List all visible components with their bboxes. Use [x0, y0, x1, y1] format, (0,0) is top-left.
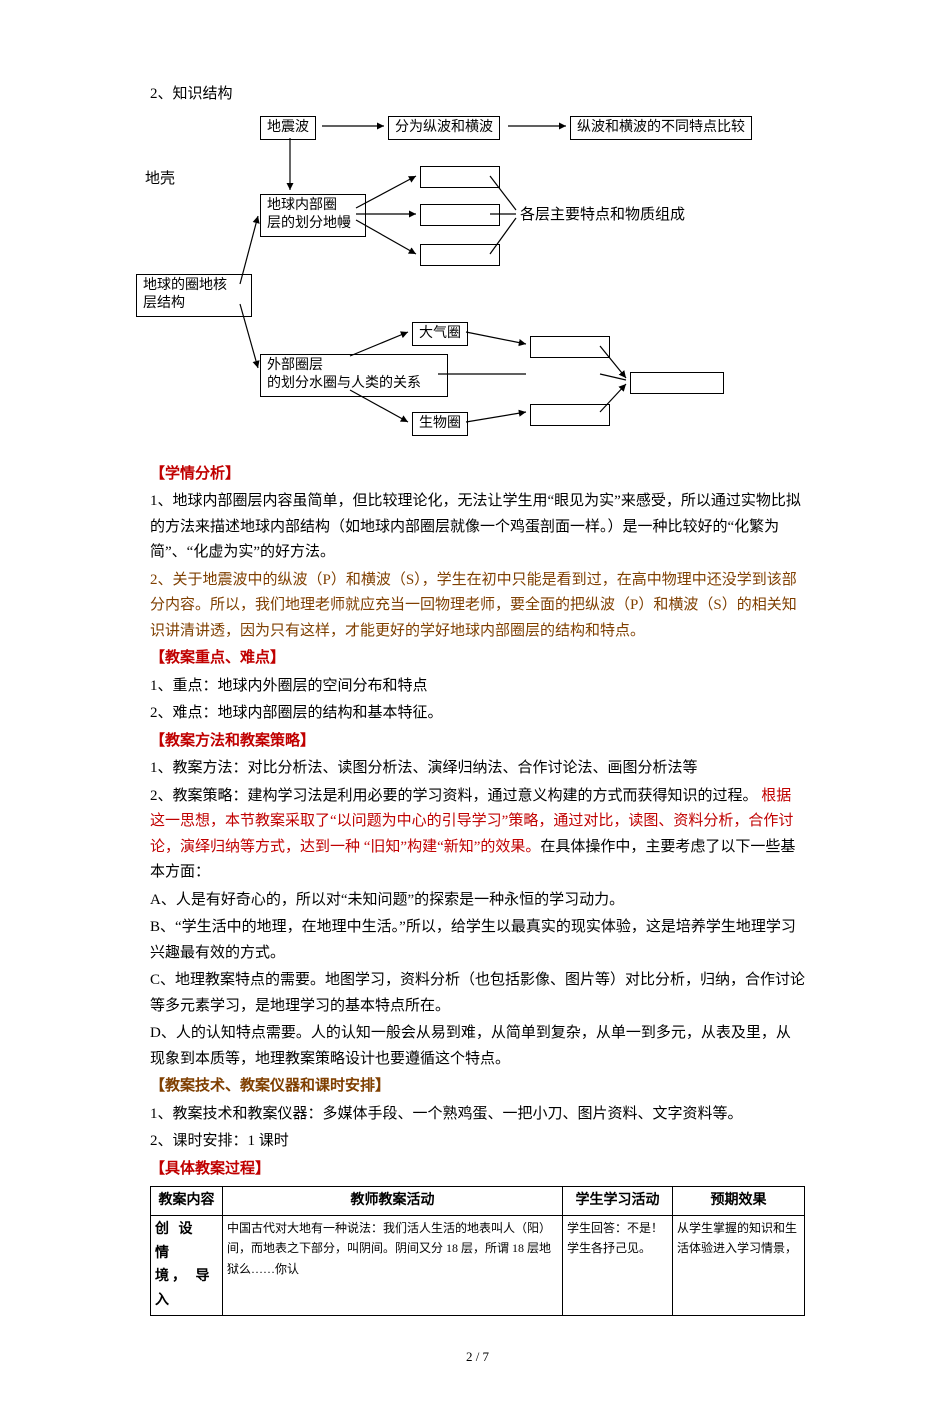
cell-student: 学生回答：不是！ 学生各抒己见。 — [563, 1215, 673, 1315]
cell-student-line2: 学生各抒己见。 — [567, 1241, 651, 1255]
fangfa-pc: C、地理教案特点的需要。地图学习，资料分析（也包括影像、图片等）对比分析，归纳，… — [150, 968, 805, 1019]
node-atmosphere: 大气圈 — [412, 322, 468, 347]
table-row: 创 设 情 境， 导 入 中国古代对大地有一种说法：我们活人生活的地表叫人（阳）… — [151, 1215, 805, 1315]
heading-xueqing: 【学情分析】 — [150, 462, 805, 488]
th-effect: 预期效果 — [673, 1187, 805, 1216]
node-seismic-compare: 纵波和横波的不同特点比较 — [570, 116, 752, 141]
xueqing-p2: 2、关于地震波中的纵波（P）和横波（S），学生在初中只能是看到过，在高中物理中还… — [150, 568, 805, 645]
th-student: 学生学习活动 — [563, 1187, 673, 1216]
cell-student-line1: 学生回答：不是！ — [567, 1221, 663, 1235]
node-inner-layers: 地球内部圈层的划分地幔 — [260, 194, 366, 238]
fangfa-pb: B、“学生活中的地理，在地理中生活。”所以，给学生以最真实的现实体验，这是培养学… — [150, 915, 805, 966]
cell-teacher: 中国古代对大地有一种说法：我们活人生活的地表叫人（阳）间，而地表之下部分，叫阴间… — [223, 1215, 563, 1315]
node-biosphere: 生物圈 — [412, 412, 468, 437]
th-content: 教案内容 — [151, 1187, 223, 1216]
heading-jishu: 【教案技术、教案仪器和课时安排】 — [150, 1074, 805, 1100]
cell-stage: 创 设 情 境， 导 入 — [151, 1215, 223, 1315]
th-teacher: 教师教案活动 — [223, 1187, 563, 1216]
node-seismic-wave: 地震波 — [260, 116, 316, 141]
table-header-row: 教案内容 教师教案活动 学生学习活动 预期效果 — [151, 1187, 805, 1216]
heading-zhongdian: 【教案重点、难点】 — [150, 646, 805, 672]
fangfa-p2: 2、教案策略：建构学习法是利用必要的学习资料，通过意义构建的方式而获得知识的过程… — [150, 784, 805, 886]
label-crust: 地壳 — [145, 168, 175, 191]
jishu-p2: 2、课时安排：1 课时 — [150, 1129, 805, 1155]
node-seismic-split: 分为纵波和横波 — [388, 116, 500, 141]
fangfa-pd: D、人的认知特点需要。人的认知一般会从易到难，从简单到复杂，从单一到多元，从表及… — [150, 1021, 805, 1072]
lesson-table: 教案内容 教师教案活动 学生学习活动 预期效果 创 设 情 境， 导 入 中国古… — [150, 1186, 805, 1316]
cell-stage-line1: 创 设 情 — [155, 1222, 196, 1261]
fangfa-p2-black: 2、教案策略：建构学习法是利用必要的学习资料，通过意义构建的方式而获得知识的过程… — [150, 788, 758, 804]
fangfa-p1: 1、教案方法：对比分析法、读图分析法、演绎归纳法、合作讨论法、画图分析法等 — [150, 756, 805, 782]
heading-fangfa: 【教案方法和教案策略】 — [150, 729, 805, 755]
fangfa-pa: A、人是有好奇心的，所以对“未知问题”的探索是一种永恒的学习动力。 — [150, 888, 805, 914]
knowledge-flowchart: 地震波 分为纵波和横波 纵波和横波的不同特点比较 地壳 地球内部圈层的划分地幔 … — [150, 112, 805, 452]
page-number: 2 / 7 — [150, 1346, 805, 1368]
cell-stage-line2: 境， 导 入 — [155, 1269, 213, 1308]
node-root: 地球的圈地核层结构 — [136, 274, 252, 318]
node-empty-6 — [530, 404, 610, 426]
jishu-p1: 1、教案技术和教案仪器：多媒体手段、一个熟鸡蛋、一把小刀、图片资料、文字资料等。 — [150, 1102, 805, 1128]
heading-guocheng: 【具体教案过程】 — [150, 1157, 805, 1183]
node-empty-4 — [530, 336, 610, 358]
node-empty-1 — [420, 166, 500, 188]
node-empty-5 — [630, 372, 724, 394]
node-outer-layers: 外部圈层的划分水圈与人类的关系 — [260, 354, 448, 398]
node-empty-3 — [420, 244, 500, 266]
xueqing-p1: 1、地球内部圈层内容虽简单，但比较理论化，无法让学生用“眼见为实”来感受，所以通… — [150, 489, 805, 566]
label-inner-feature: 各层主要特点和物质组成 — [520, 204, 685, 227]
heading-structure: 2、知识结构 — [150, 82, 805, 108]
node-empty-2 — [420, 204, 500, 226]
cell-effect: 从学生掌握的知识和生活体验进入学习情景， — [673, 1215, 805, 1315]
zhongdian-p2: 2、难点：地球内部圈层的结构和基本特征。 — [150, 701, 805, 727]
page-container: 2、知识结构 地震波 分为纵波和横波 纵波和横波的不同特点比较 地壳 地球内部圈… — [0, 0, 945, 1408]
zhongdian-p1: 1、重点：地球内外圈层的空间分布和特点 — [150, 674, 805, 700]
